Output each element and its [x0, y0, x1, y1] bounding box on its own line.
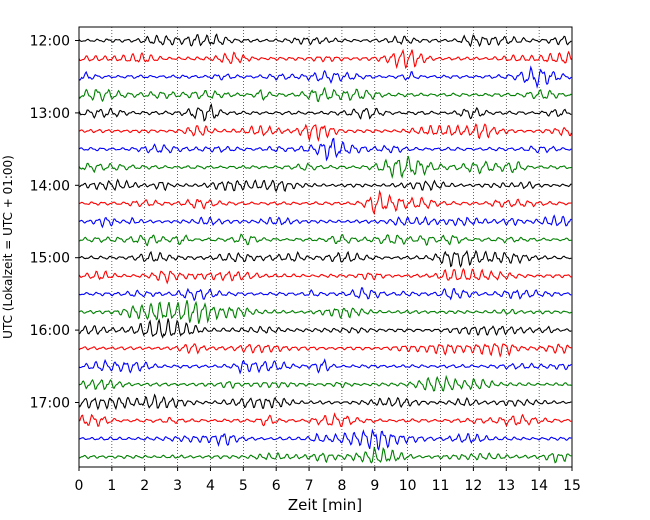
seismogram-trace [78, 86, 572, 103]
x-tick-label: 13 [497, 478, 515, 494]
x-tick-label: 5 [239, 478, 248, 494]
seismogram-trace [78, 48, 572, 70]
x-tick-label: 10 [399, 478, 417, 494]
seismogram-trace [78, 233, 572, 247]
seismogram-trace [78, 189, 572, 216]
x-tick-label: 14 [530, 478, 548, 494]
x-axis-label: Zeit [min] [288, 496, 362, 514]
x-tick-label: 4 [206, 478, 215, 494]
x-tick-label: 11 [432, 478, 450, 494]
x-tick-label: 2 [140, 478, 149, 494]
y-tick-label: 17:00 [30, 396, 70, 412]
seismogram-trace [78, 287, 572, 302]
seismogram-trace [78, 214, 572, 229]
seismogram-trace [78, 446, 572, 464]
x-axis-ticks: 0 1 2 3 4 5 6 7 8 9 10 11 12 13 14 15 [75, 467, 581, 494]
seismogram-trace [78, 155, 572, 180]
y-tick-label: 13:00 [30, 106, 70, 122]
seismogram-trace [78, 358, 572, 375]
seismogram-trace [78, 249, 572, 268]
y-tick-label: 15:00 [30, 251, 70, 267]
x-tick-label: 15 [563, 478, 581, 494]
seismogram-traces [78, 33, 572, 464]
x-tick-label: 1 [107, 478, 116, 494]
x-tick-label: 9 [370, 478, 379, 494]
y-tick-label: 16:00 [30, 323, 70, 339]
x-tick-label: 0 [75, 478, 84, 494]
seismogram-trace [78, 343, 572, 358]
y-tick-label: 12:00 [30, 34, 70, 50]
seismogram-trace [78, 33, 572, 48]
y-axis-ticks: 12:00 13:00 14:00 15:00 16:00 17:00 [30, 34, 79, 412]
seismogram-trace [78, 103, 572, 122]
seismogram-trace [78, 123, 572, 143]
seismogram-trace [78, 137, 572, 162]
seismogram-trace [78, 300, 572, 324]
x-tick-label: 3 [173, 478, 182, 494]
seismogram-trace [78, 65, 572, 89]
y-axis-label: UTC (Lokalzeit = UTC + 01:00) [1, 155, 15, 339]
seismogram-trace [78, 267, 572, 285]
y-tick-label: 14:00 [30, 178, 70, 194]
seismogram-trace [78, 428, 572, 451]
x-tick-label: 6 [272, 478, 281, 494]
seismogram-trace [78, 393, 572, 411]
x-tick-label: 7 [305, 478, 314, 494]
x-tick-label: 12 [464, 478, 482, 494]
seismogram-trace [78, 412, 572, 428]
seismogram-trace [78, 178, 572, 193]
seismogram-trace [78, 318, 572, 339]
grid-lines [111, 27, 540, 467]
plot-frame [78, 26, 573, 468]
seismogram-trace [78, 374, 572, 392]
x-tick-label: 8 [337, 478, 346, 494]
